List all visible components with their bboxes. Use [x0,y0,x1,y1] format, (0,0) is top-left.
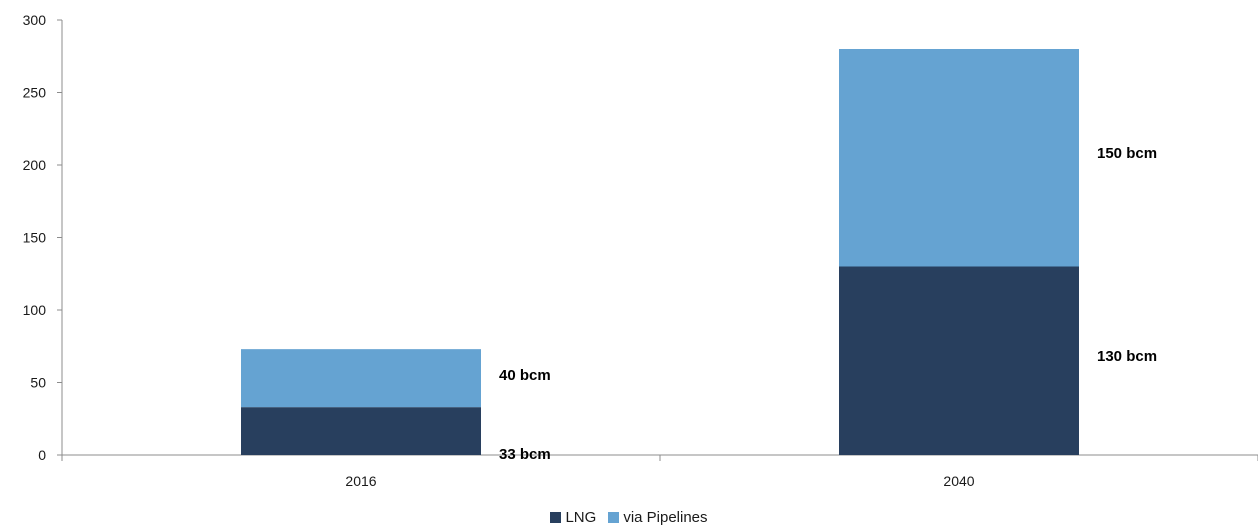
data-label: 150 bcm [1097,145,1157,162]
y-tick-label: 50 [30,375,46,391]
data-label: 33 bcm [499,446,551,463]
data-labels: 33 bcm 40 bcm 130 bcm 150 bcm [499,145,1157,463]
bar-lng-2040 [839,266,1079,455]
y-tick-label: 0 [38,447,46,463]
data-label: 130 bcm [1097,348,1157,365]
legend: LNG via Pipelines [0,509,1258,526]
y-tick-label: 300 [23,12,47,28]
y-tick-label: 200 [23,157,47,173]
data-label: 40 bcm [499,367,551,384]
legend-label-via-pipelines: via Pipelines [623,509,708,526]
legend-label-lng: LNG [565,509,597,526]
x-axis: 2016 2040 [61,454,1258,489]
legend-item-lng: LNG [550,509,596,526]
y-tick-label: 250 [23,85,47,101]
bar-lng-2016 [241,407,481,455]
y-tick-label: 150 [23,230,47,246]
x-tick-label: 2016 [345,473,376,489]
bar-via-pipelines-2016 [241,349,481,408]
x-tick-label: 2040 [943,473,974,489]
stacked-bar-chart: 0 50 100 150 200 250 300 2016 2040 33 bcm 40 bcm… [23,12,1258,489]
bars [241,49,1079,455]
legend-item-via-pipelines: via Pipelines [608,509,708,526]
y-axis: 0 50 100 150 200 250 300 [23,12,63,463]
legend-swatch-lng [550,512,562,523]
legend-swatch-via-pipelines [608,512,620,523]
bar-via-pipelines-2040 [839,49,1079,267]
y-tick-label: 100 [23,302,47,318]
